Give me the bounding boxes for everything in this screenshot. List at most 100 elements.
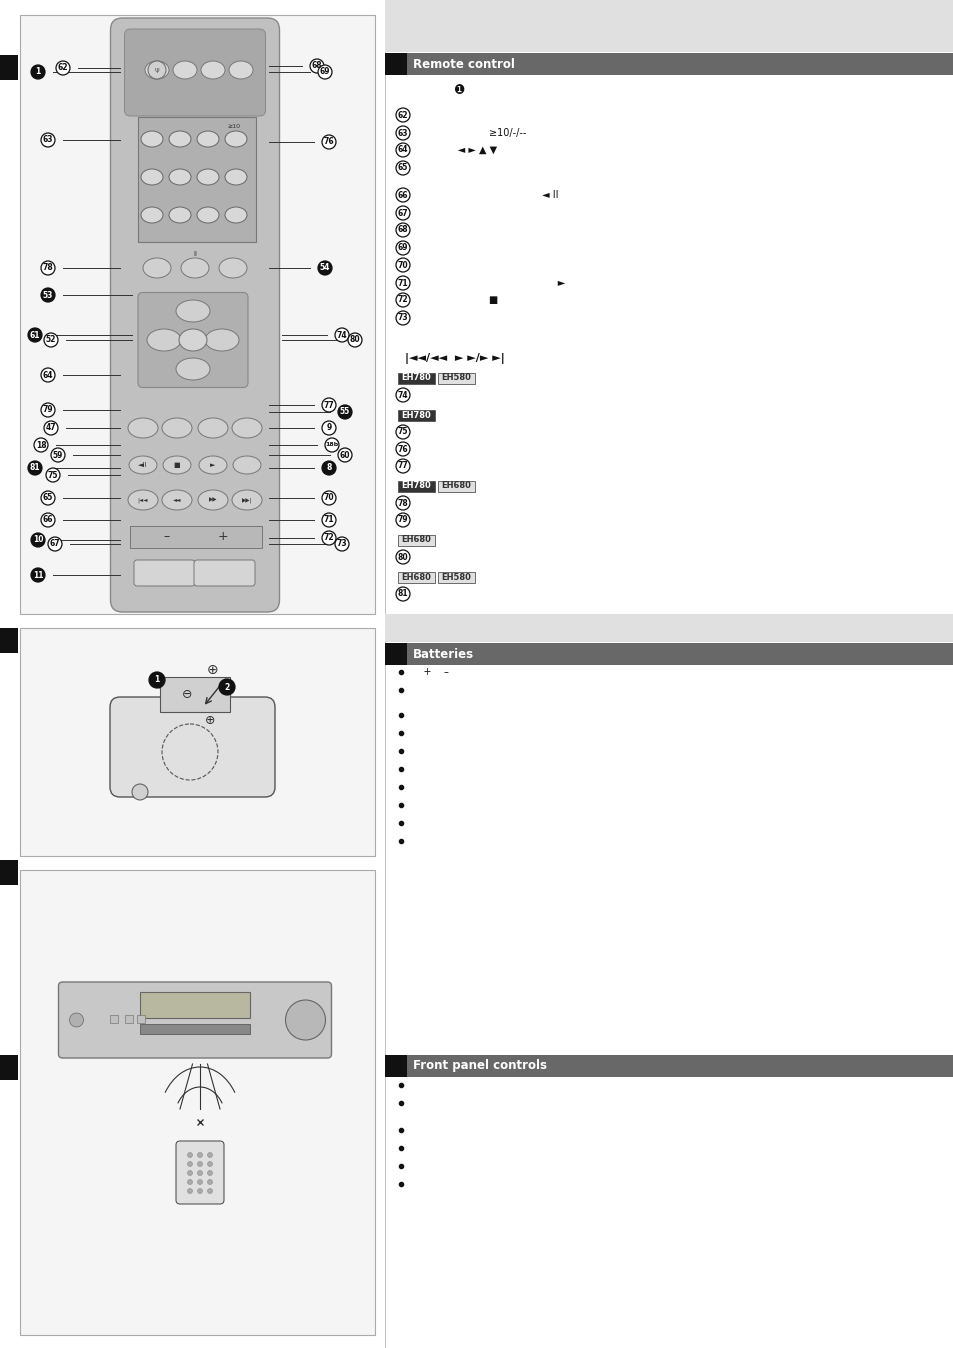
Circle shape xyxy=(395,143,410,156)
Text: EH680: EH680 xyxy=(441,481,471,491)
Circle shape xyxy=(395,125,410,140)
Circle shape xyxy=(48,537,62,551)
Circle shape xyxy=(208,1153,213,1158)
Circle shape xyxy=(335,328,349,342)
Circle shape xyxy=(44,421,58,435)
Circle shape xyxy=(208,1189,213,1193)
Text: 9: 9 xyxy=(326,423,332,433)
Bar xyxy=(385,0,953,53)
Ellipse shape xyxy=(145,61,169,80)
Bar xyxy=(20,628,375,856)
Bar xyxy=(397,572,435,582)
Text: 18: 18 xyxy=(35,441,47,449)
Circle shape xyxy=(148,61,166,80)
Ellipse shape xyxy=(141,208,163,222)
Bar xyxy=(110,1015,118,1023)
Bar xyxy=(140,1024,250,1034)
Text: ⊖: ⊖ xyxy=(182,687,193,701)
Ellipse shape xyxy=(141,168,163,185)
FancyBboxPatch shape xyxy=(58,981,331,1058)
Circle shape xyxy=(348,333,361,346)
Text: 78: 78 xyxy=(397,499,408,507)
Bar xyxy=(385,643,407,665)
Bar xyxy=(125,1015,132,1023)
Circle shape xyxy=(322,514,335,527)
Text: 10: 10 xyxy=(32,535,43,545)
Text: 78: 78 xyxy=(43,263,53,272)
Ellipse shape xyxy=(128,491,158,510)
Text: 63: 63 xyxy=(43,136,53,144)
Circle shape xyxy=(395,550,410,563)
Bar xyxy=(0,628,18,652)
Circle shape xyxy=(322,421,335,435)
Bar xyxy=(160,677,230,712)
Text: EH580: EH580 xyxy=(441,373,471,383)
Text: 62: 62 xyxy=(397,111,408,120)
Text: 77: 77 xyxy=(397,461,408,470)
Text: 67: 67 xyxy=(397,209,408,217)
Ellipse shape xyxy=(163,456,191,474)
Text: |◄◄/◄◄  ► ►/► ►|: |◄◄/◄◄ ► ►/► ►| xyxy=(405,352,504,364)
Ellipse shape xyxy=(198,491,228,510)
Circle shape xyxy=(41,368,55,381)
Circle shape xyxy=(208,1180,213,1185)
Circle shape xyxy=(395,311,410,325)
Text: 79: 79 xyxy=(397,515,408,524)
Text: ψ: ψ xyxy=(154,67,159,73)
Circle shape xyxy=(208,1170,213,1175)
Ellipse shape xyxy=(147,329,181,350)
Circle shape xyxy=(51,448,65,462)
Text: 55: 55 xyxy=(339,407,350,417)
Ellipse shape xyxy=(143,257,171,278)
Ellipse shape xyxy=(229,61,253,80)
Bar xyxy=(20,15,375,613)
Circle shape xyxy=(395,514,410,527)
Circle shape xyxy=(317,65,332,80)
Circle shape xyxy=(395,442,410,456)
Text: 74: 74 xyxy=(397,391,408,399)
Text: |◄◄: |◄◄ xyxy=(137,497,148,503)
Circle shape xyxy=(395,460,410,473)
Ellipse shape xyxy=(128,418,158,438)
Text: 77: 77 xyxy=(323,400,334,410)
Ellipse shape xyxy=(162,418,192,438)
Text: 68: 68 xyxy=(397,225,408,235)
FancyBboxPatch shape xyxy=(111,18,279,612)
Text: 70: 70 xyxy=(323,493,334,503)
Text: 69: 69 xyxy=(397,244,408,252)
Bar xyxy=(385,1055,953,1077)
Circle shape xyxy=(56,61,70,75)
Text: 67: 67 xyxy=(50,539,60,549)
Ellipse shape xyxy=(181,257,209,278)
Circle shape xyxy=(395,257,410,272)
Text: 11: 11 xyxy=(32,570,43,580)
Circle shape xyxy=(325,438,338,452)
Ellipse shape xyxy=(169,208,191,222)
Text: 63: 63 xyxy=(397,128,408,137)
Text: 2: 2 xyxy=(224,682,230,692)
Circle shape xyxy=(188,1153,193,1158)
Text: 73: 73 xyxy=(336,539,347,549)
Text: EH580: EH580 xyxy=(441,573,471,581)
Text: ⊕: ⊕ xyxy=(207,663,218,677)
Bar xyxy=(0,55,18,80)
Ellipse shape xyxy=(205,329,239,350)
Circle shape xyxy=(322,461,335,474)
Ellipse shape xyxy=(225,131,247,147)
Circle shape xyxy=(395,222,410,237)
Circle shape xyxy=(322,491,335,506)
FancyBboxPatch shape xyxy=(110,697,274,797)
Text: 62: 62 xyxy=(58,63,69,73)
Text: ◄ ► ▲ ▼: ◄ ► ▲ ▼ xyxy=(414,146,497,155)
Circle shape xyxy=(197,1180,202,1185)
Text: 1: 1 xyxy=(154,675,159,685)
Text: 74: 74 xyxy=(336,330,347,340)
Ellipse shape xyxy=(233,456,261,474)
Circle shape xyxy=(197,1153,202,1158)
Text: 71: 71 xyxy=(397,279,408,287)
Circle shape xyxy=(395,276,410,290)
Bar xyxy=(385,53,407,75)
Ellipse shape xyxy=(225,168,247,185)
Text: 81: 81 xyxy=(30,464,40,473)
Circle shape xyxy=(395,293,410,307)
